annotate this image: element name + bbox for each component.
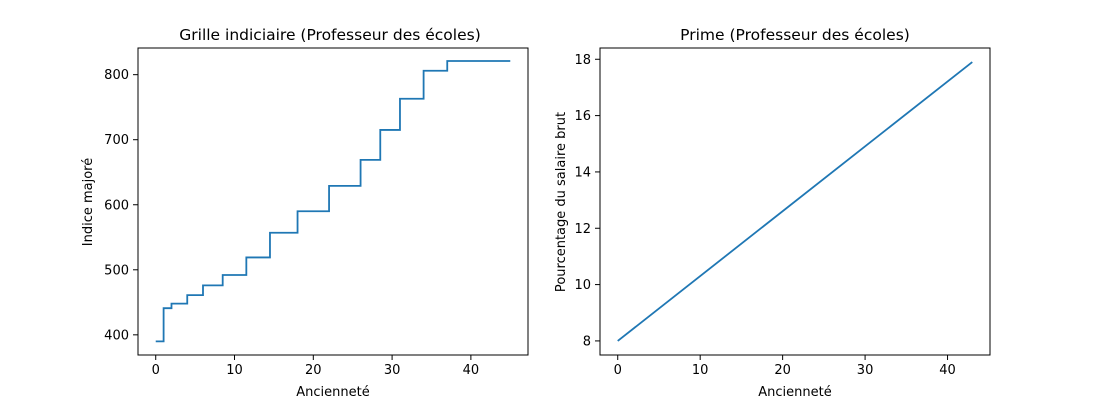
- y-ticks: 400 500 600 700 800: [104, 68, 138, 343]
- x-tick-label: 20: [774, 363, 791, 378]
- x-tick-label: 40: [939, 363, 956, 378]
- series-line: [155, 60, 511, 343]
- chart-indice-majore: Grille indiciaire (Professeur des écoles…: [81, 26, 529, 400]
- plot-frame: [137, 47, 529, 356]
- y-tick-label: 600: [104, 198, 129, 213]
- y-tick-label: 12: [574, 222, 591, 237]
- x-tick-label: 10: [692, 363, 709, 378]
- y-tick-label: 16: [574, 109, 591, 124]
- y-axis-label: Indice majoré: [81, 158, 96, 246]
- x-tick-label: 0: [152, 363, 160, 378]
- y-tick-label: 800: [104, 68, 129, 83]
- plot-frame: [599, 47, 991, 356]
- x-tick-label: 30: [857, 363, 874, 378]
- x-tick-label: 20: [305, 363, 322, 378]
- y-tick-label: 500: [104, 263, 129, 278]
- y-ticks: 8 10 12 14 16 18: [574, 53, 600, 349]
- y-axis-label: Pourcentage du salaire brut: [554, 112, 569, 292]
- chart-title: Grille indiciaire (Professeur des écoles…: [179, 26, 481, 44]
- x-tick-label: 40: [463, 363, 480, 378]
- x-ticks: 0 10 20 30 40: [614, 355, 956, 378]
- y-tick-label: 14: [574, 165, 591, 180]
- chart-title: Prime (Professeur des écoles): [680, 26, 910, 44]
- y-tick-label: 700: [104, 133, 129, 148]
- x-axis-label: Ancienneté: [296, 385, 369, 400]
- y-tick-label: 18: [574, 53, 591, 68]
- x-axis-label: Ancienneté: [758, 385, 831, 400]
- x-tick-label: 30: [384, 363, 401, 378]
- y-tick-label: 10: [574, 278, 591, 293]
- y-tick-label: 8: [583, 334, 591, 349]
- x-tick-label: 0: [614, 363, 622, 378]
- x-tick-label: 10: [226, 363, 243, 378]
- series-line: [617, 61, 973, 342]
- x-ticks: 0 10 20 30 40: [152, 355, 480, 378]
- chart-prime: Prime (Professeur des écoles) 0 10 20 30 40 …: [554, 26, 991, 400]
- y-tick-label: 400: [104, 328, 129, 343]
